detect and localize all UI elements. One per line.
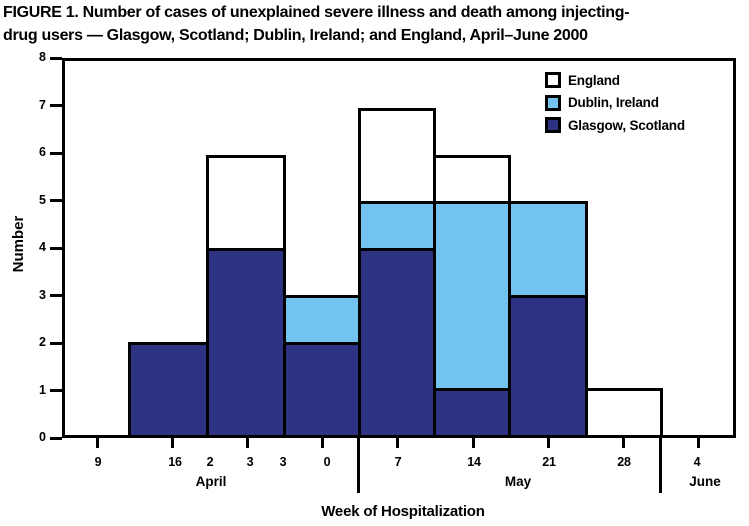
- x-tick: [96, 438, 99, 448]
- bar-segment: [433, 388, 511, 435]
- y-tick: [50, 104, 62, 107]
- figure-title-line1: FIGURE 1. Number of cases of unexplained…: [3, 4, 630, 21]
- x-axis-label: Week of Hospitalization: [321, 503, 485, 520]
- y-tick: [50, 294, 62, 297]
- y-tick-label: 0: [39, 430, 46, 444]
- legend-swatch-dublin: [545, 94, 561, 111]
- legend-label-glasgow: Glasgow, Scotland: [568, 117, 685, 133]
- x-tick-label: 16: [168, 455, 182, 469]
- y-tick-label: 8: [39, 50, 46, 64]
- x-tick-label: 4: [693, 455, 701, 469]
- month-label: April: [195, 474, 227, 489]
- legend-entry-glasgow: Glasgow, Scotland: [545, 117, 685, 133]
- month-label: May: [504, 474, 532, 489]
- x-tick: [472, 438, 475, 448]
- legend: England Dublin, Ireland Glasgow, Scotlan…: [545, 72, 685, 140]
- y-tick-label: 6: [39, 145, 46, 159]
- x-tick-label: 2: [206, 455, 214, 469]
- x-tick: [396, 438, 399, 448]
- x-tick: [246, 438, 249, 448]
- x-tick-label: 3: [246, 455, 254, 469]
- x-tick: [697, 438, 700, 448]
- x-tick-label: 0: [323, 455, 331, 469]
- month-separator: [659, 438, 662, 493]
- bar-segment: [585, 388, 663, 435]
- x-tick-label: 9: [94, 455, 102, 469]
- legend-label-dublin: Dublin, Ireland: [568, 95, 659, 110]
- legend-entry-england: England: [545, 72, 685, 88]
- bar-segment: [128, 341, 209, 435]
- bar-segment: [206, 154, 286, 248]
- bar-segment: [508, 294, 588, 435]
- y-axis-label: Number: [10, 215, 27, 273]
- y-tick-label: 7: [39, 97, 46, 112]
- bar-segment: [358, 201, 436, 248]
- legend-label-england: England: [568, 72, 620, 88]
- y-tick: [50, 151, 62, 155]
- y-tick-label: 2: [39, 335, 46, 349]
- y-tick: [50, 56, 62, 60]
- x-tick-label: 28: [617, 455, 631, 469]
- y-tick-label: 5: [39, 192, 46, 207]
- y-tick-label: 1: [39, 382, 46, 397]
- x-tick: [171, 438, 174, 448]
- x-tick: [321, 438, 324, 448]
- bar-segment: [433, 154, 511, 202]
- bar-segment: [206, 248, 286, 435]
- plot-area: [62, 58, 736, 438]
- y-tick: [50, 341, 62, 345]
- legend-swatch-england: [545, 72, 561, 88]
- figure-title: FIGURE 1. Number of cases of unexplained…: [3, 1, 749, 47]
- bar-segment: [283, 341, 361, 435]
- y-tick: [50, 436, 62, 440]
- legend-entry-dublin: Dublin, Ireland: [545, 94, 685, 111]
- month-separator: [357, 438, 360, 493]
- y-tick-label: 4: [39, 240, 46, 254]
- bar-segment: [358, 248, 436, 435]
- x-tick-label: 21: [542, 455, 556, 469]
- x-tick: [547, 438, 550, 448]
- y-tick-label: 3: [39, 287, 46, 302]
- y-tick: [50, 246, 62, 250]
- x-tick-label: 7: [394, 455, 402, 469]
- x-tick-label: 3: [279, 455, 287, 469]
- x-tick: [622, 438, 625, 448]
- x-tick-label: 14: [467, 455, 481, 469]
- legend-swatch-glasgow: [545, 117, 561, 133]
- y-tick: [50, 389, 62, 392]
- y-tick: [50, 199, 62, 202]
- bar-segment: [433, 201, 511, 389]
- bar-segment: [283, 294, 361, 342]
- bar-segment: [508, 201, 588, 295]
- figure-title-line2: drug users — Glasgow, Scotland; Dublin, …: [3, 27, 588, 44]
- bar-segment: [358, 107, 436, 202]
- month-label: June: [689, 474, 721, 489]
